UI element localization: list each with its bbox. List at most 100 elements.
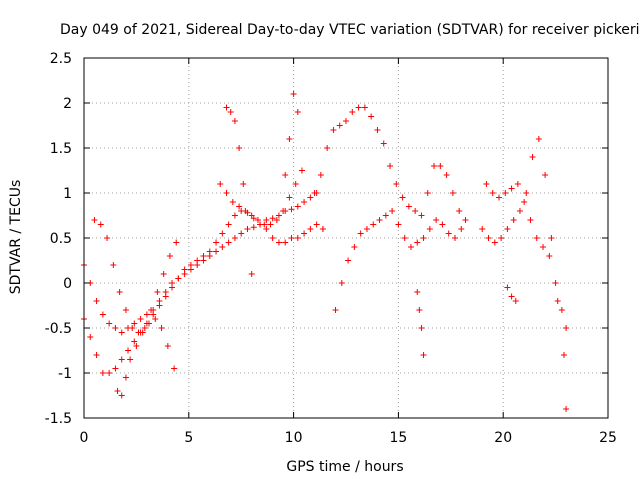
data-point — [282, 172, 289, 178]
data-point — [137, 316, 144, 322]
data-point — [160, 271, 167, 277]
data-point — [458, 226, 465, 232]
data-point — [345, 257, 352, 264]
x-tick-label: 0 — [80, 430, 89, 446]
data-point — [462, 217, 469, 223]
data-point — [93, 352, 100, 358]
data-point — [162, 293, 169, 300]
data-point — [225, 239, 232, 246]
data-point — [389, 208, 396, 214]
y-tick-label: 1 — [63, 186, 72, 202]
data-point — [514, 181, 521, 187]
series-track-f — [223, 104, 255, 277]
data-point — [491, 239, 498, 246]
data-point — [181, 266, 188, 273]
data-point — [414, 239, 421, 246]
data-point — [97, 221, 104, 228]
data-point — [533, 235, 540, 241]
data-point — [431, 163, 438, 169]
series-track-g — [282, 91, 301, 178]
data-point — [294, 235, 301, 241]
data-point — [225, 221, 232, 228]
data-point — [498, 235, 505, 241]
data-point — [104, 235, 111, 241]
data-point — [114, 388, 121, 394]
data-point — [540, 244, 547, 250]
series-track-i — [332, 208, 465, 313]
data-point — [489, 190, 496, 196]
series-track-k — [479, 136, 570, 412]
data-point — [148, 307, 155, 313]
data-point — [292, 181, 299, 187]
data-point — [263, 226, 270, 232]
data-point — [173, 239, 180, 246]
data-point — [546, 253, 553, 259]
data-point — [248, 212, 255, 219]
data-point — [504, 284, 511, 291]
grid — [84, 58, 608, 418]
data-point — [330, 127, 337, 133]
y-tick-label: -1 — [58, 366, 72, 382]
data-point — [248, 271, 255, 277]
data-point — [351, 244, 358, 250]
data-point — [99, 311, 106, 318]
data-point — [91, 217, 98, 223]
data-point — [374, 127, 381, 133]
data-point — [433, 217, 440, 223]
data-point — [269, 215, 276, 222]
data-point — [263, 217, 270, 223]
data-point — [343, 118, 349, 124]
data-point — [231, 212, 238, 219]
data-point — [294, 203, 301, 210]
data-point — [280, 208, 287, 214]
data-point — [502, 190, 509, 196]
data-point — [175, 275, 182, 282]
data-point — [512, 298, 519, 304]
data-point — [560, 352, 567, 358]
y-tick-label: -0.5 — [45, 321, 72, 337]
ticks: 0 5 10 15 20 25 -1.5 -1 -0.5 0 0.5 1 1.5 2 2.5 — [45, 51, 617, 446]
data-point — [244, 226, 251, 232]
data-point — [171, 365, 178, 372]
data-point — [479, 226, 486, 232]
data-point — [418, 325, 425, 331]
x-tick-label: 5 — [184, 430, 193, 446]
data-point — [166, 253, 173, 259]
data-point — [131, 338, 138, 345]
data-point — [439, 221, 446, 228]
data-point — [282, 239, 289, 246]
data-point — [122, 307, 129, 313]
data-point — [508, 293, 515, 300]
data-point — [508, 185, 515, 192]
data-point — [313, 221, 320, 228]
data-point — [236, 145, 243, 151]
data-point — [414, 289, 421, 295]
data-point — [141, 325, 148, 331]
data-point — [223, 104, 230, 111]
series-track-e — [217, 167, 305, 228]
data-point — [169, 284, 176, 291]
data-point — [238, 230, 245, 237]
data-point — [231, 235, 238, 241]
data-point — [451, 235, 458, 241]
data-point — [213, 248, 220, 255]
data-point — [363, 226, 370, 232]
data-point — [267, 221, 274, 228]
data-point — [106, 320, 113, 327]
data-point — [164, 343, 171, 349]
data-point — [219, 230, 226, 237]
data-point — [387, 163, 394, 169]
data-point — [552, 280, 559, 286]
data-point — [217, 181, 224, 187]
data-point — [401, 235, 408, 241]
data-point — [382, 212, 389, 219]
data-point — [275, 212, 282, 219]
data-point — [156, 302, 163, 309]
series-track-d — [114, 316, 178, 399]
data-point — [510, 217, 517, 223]
data-point — [368, 113, 375, 120]
data-point — [416, 307, 423, 313]
data-point — [87, 334, 94, 340]
data-point — [424, 190, 431, 196]
